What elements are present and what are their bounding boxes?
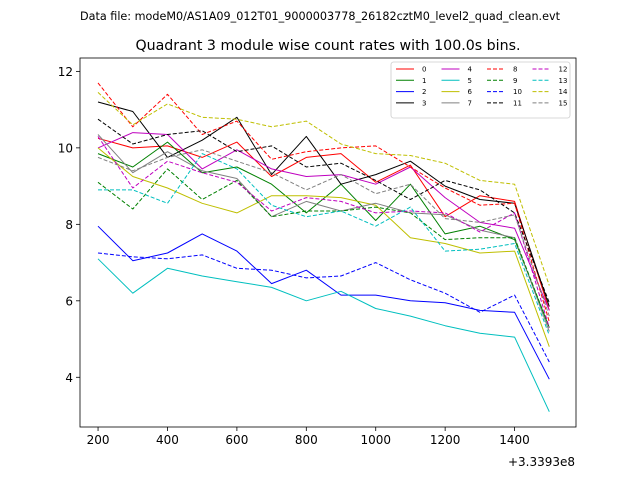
y-tick-label-6: 6 — [65, 294, 73, 308]
y-tick-label-12: 12 — [58, 65, 73, 79]
legend-label-14: 14 — [559, 88, 568, 96]
x-tick-label-1000: 1000 — [360, 433, 391, 447]
x-tick-label-1400: 1400 — [499, 433, 530, 447]
series-line-15 — [97, 149, 550, 317]
legend-label-2: 2 — [422, 88, 426, 96]
legend-label-15: 15 — [559, 99, 568, 107]
legend-label-8: 8 — [513, 66, 517, 74]
legend-label-11: 11 — [513, 99, 522, 107]
series-line-14 — [97, 92, 550, 286]
legend-label-3: 3 — [422, 99, 426, 107]
series-line-4 — [97, 132, 550, 311]
legend-label-13: 13 — [559, 77, 568, 85]
series-line-9 — [97, 168, 550, 328]
series-line-12 — [97, 136, 550, 328]
chart-title: Quadrant 3 module wise count rates with … — [135, 38, 520, 54]
x-tick-label-200: 200 — [87, 433, 110, 447]
x-tick-label-1200: 1200 — [430, 433, 461, 447]
legend-label-6: 6 — [468, 88, 473, 96]
legend-label-5: 5 — [468, 77, 472, 85]
series-line-5 — [97, 258, 550, 412]
legend-label-7: 7 — [468, 99, 472, 107]
series-line-11 — [97, 118, 550, 303]
legend-label-1: 1 — [422, 77, 426, 85]
x-tick-label-600: 600 — [225, 433, 248, 447]
legend-label-4: 4 — [468, 66, 473, 74]
legend-box — [390, 61, 571, 119]
legend-label-0: 0 — [422, 66, 426, 74]
x-tick-label-400: 400 — [156, 433, 179, 447]
series-line-8 — [97, 82, 550, 322]
x-tick-label-800: 800 — [295, 433, 318, 447]
x-axis-offset-label: +3.3393e8 — [508, 455, 575, 469]
axes-frame — [79, 57, 577, 428]
series-line-6 — [97, 147, 550, 347]
series-line-10 — [97, 252, 550, 363]
series-line-7 — [97, 134, 550, 332]
y-tick-label-8: 8 — [65, 218, 73, 232]
y-tick-label-10: 10 — [58, 141, 73, 155]
y-tick-label-4: 4 — [65, 371, 73, 385]
legend-label-9: 9 — [513, 77, 517, 85]
chart-suptitle: Data file: modeM0/AS1A09_012T01_90000037… — [80, 10, 561, 23]
legend-label-10: 10 — [513, 88, 522, 96]
legend-label-12: 12 — [559, 66, 568, 74]
